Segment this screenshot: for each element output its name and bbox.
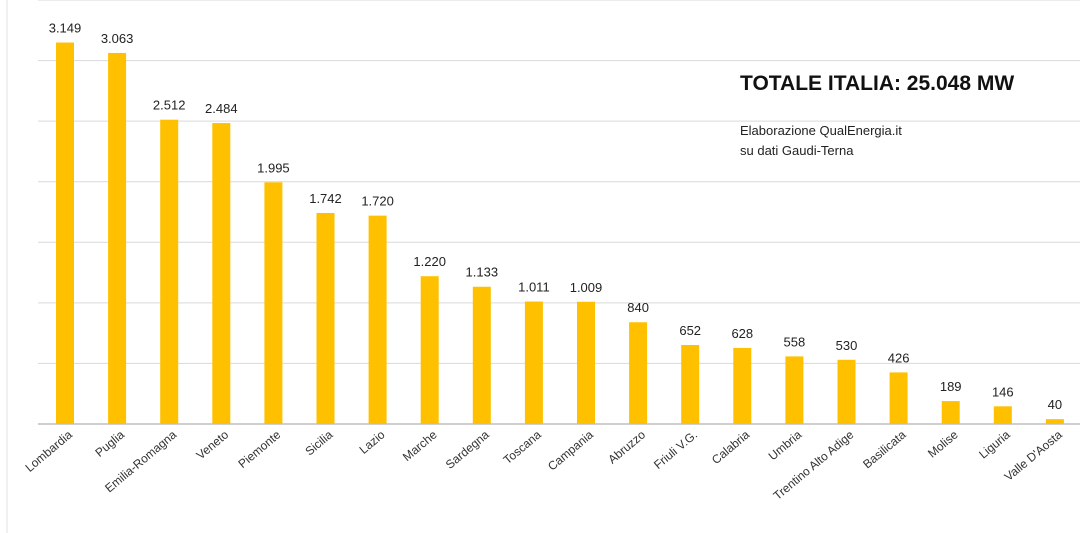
x-tick-label: Piemonte (235, 427, 283, 471)
value-label: 3.063 (101, 31, 134, 46)
value-label: 1.742 (309, 191, 342, 206)
bar (785, 356, 804, 424)
x-tick-label: Sicilia (302, 427, 335, 458)
value-label: 1.720 (361, 194, 394, 209)
x-tick-label: Abruzzo (605, 427, 648, 466)
x-tick-label: Puglia (92, 427, 127, 459)
bar (1045, 419, 1064, 424)
bar (681, 345, 700, 424)
x-tick-label: Marche (400, 427, 440, 464)
bar (629, 322, 648, 424)
bar (160, 119, 179, 424)
bar (577, 301, 595, 424)
x-tick-label: Valle D'Aosta (1002, 427, 1065, 483)
source-note: Elaborazione QualEnergia.it su dati Gaud… (740, 121, 902, 161)
value-labels: 3.149 3.063 2.512 2.484 1.995 1.742 1.720 1.220… (49, 21, 1062, 413)
value-label: 189 (940, 379, 962, 394)
total-italia-label: TOTALE ITALIA: 25.048 MW (740, 72, 1015, 95)
value-label: 1.220 (413, 254, 446, 269)
x-tick-label: Veneto (194, 427, 232, 462)
value-label: 652 (679, 323, 701, 338)
x-tick-label: Calabria (709, 427, 752, 467)
source-line-2: su dati Gaudi-Terna (740, 143, 854, 158)
value-label: 2.484 (205, 101, 238, 116)
value-label: 840 (627, 300, 649, 315)
gridlines (6, 0, 1080, 533)
bar (264, 182, 283, 424)
bar (524, 301, 543, 424)
x-tick-label: Campania (545, 427, 596, 473)
x-tick-label: Sardegna (443, 427, 492, 471)
value-label: 146 (992, 384, 1014, 399)
bar (420, 276, 439, 424)
x-tick-label: Basilicata (860, 427, 909, 471)
value-label: 1.133 (466, 265, 499, 280)
value-label: 628 (731, 326, 753, 341)
bar (472, 286, 491, 424)
value-label: 2.512 (153, 98, 186, 113)
bar (56, 42, 74, 424)
bar (108, 52, 127, 425)
value-label: 1.011 (518, 280, 550, 295)
value-label: 1.009 (570, 280, 603, 295)
x-tick-label: Toscana (501, 427, 544, 467)
x-tick-label: Umbria (766, 427, 805, 463)
x-tick-label: Molise (925, 427, 961, 460)
bar (212, 123, 231, 424)
x-tick-label: Lazio (357, 427, 388, 456)
bar (889, 372, 908, 424)
source-line-1: Elaborazione QualEnergia.it (740, 123, 902, 138)
value-label: 530 (836, 338, 858, 353)
bar (837, 359, 856, 424)
value-label: 558 (784, 334, 806, 349)
bars (56, 42, 1064, 425)
x-tick-label: Friuli V.G. (651, 428, 700, 472)
x-tick-label: Lombardia (22, 427, 75, 474)
bar (368, 215, 387, 424)
bar (941, 401, 960, 424)
value-label: 1.995 (257, 160, 290, 175)
bar (733, 347, 752, 424)
bar (993, 406, 1012, 424)
value-label: 40 (1048, 397, 1062, 412)
bar (316, 212, 335, 424)
value-label: 426 (888, 350, 910, 365)
value-label: 3.149 (49, 21, 82, 36)
x-tick-label: Liguria (976, 427, 1013, 461)
